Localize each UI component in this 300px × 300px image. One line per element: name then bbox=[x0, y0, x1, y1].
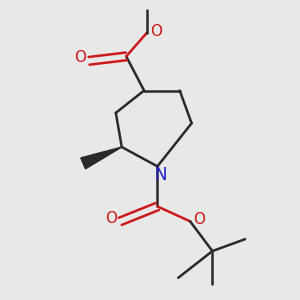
Text: N: N bbox=[155, 166, 167, 184]
Text: O: O bbox=[150, 24, 162, 39]
Polygon shape bbox=[81, 147, 122, 169]
Text: O: O bbox=[193, 212, 205, 227]
Text: O: O bbox=[74, 50, 86, 65]
Text: O: O bbox=[105, 211, 117, 226]
